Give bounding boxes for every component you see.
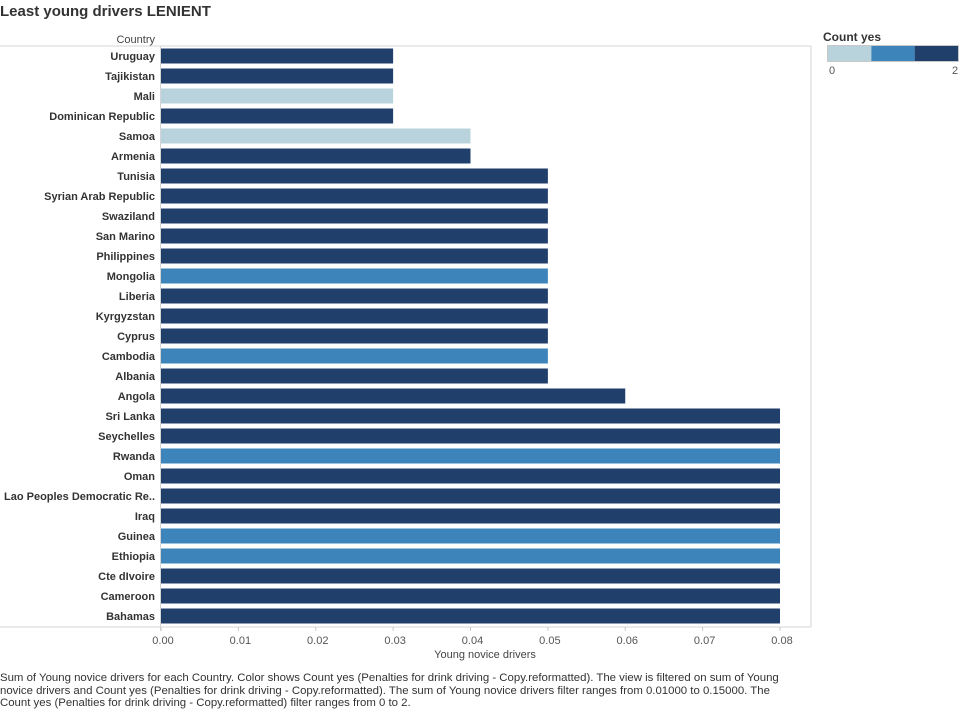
category-label: Bahamas	[106, 611, 155, 623]
category-label: Albania	[115, 371, 156, 383]
category-label: Armenia	[111, 151, 156, 163]
category-label: Cte dIvoire	[98, 571, 155, 583]
category-label: Philippines	[96, 251, 155, 263]
bar[interactable]	[161, 368, 548, 384]
bar[interactable]	[161, 268, 548, 284]
bar[interactable]	[161, 508, 780, 524]
bar[interactable]	[161, 68, 394, 84]
bar[interactable]	[161, 568, 780, 584]
legend-swatch[interactable]	[914, 46, 958, 61]
category-label: Lao Peoples Democratic Re..	[4, 491, 155, 503]
bar[interactable]	[161, 248, 548, 264]
category-label: San Marino	[96, 231, 156, 243]
bar[interactable]	[161, 208, 548, 224]
bar[interactable]	[161, 448, 780, 464]
category-label: Samoa	[119, 131, 156, 143]
category-label: Kyrgyzstan	[96, 311, 156, 323]
bar[interactable]	[161, 88, 394, 104]
x-tick-label: 0.02	[307, 635, 328, 647]
bar[interactable]	[161, 588, 780, 604]
category-label: Sri Lanka	[105, 411, 155, 423]
category-label: Uruguay	[110, 51, 156, 63]
category-label: Mongolia	[107, 271, 156, 283]
chart-caption: Sum of Young novice drivers for each Cou…	[0, 672, 779, 709]
bar[interactable]	[161, 328, 548, 344]
bar[interactable]	[161, 348, 548, 364]
category-label: Cameroon	[101, 591, 156, 603]
bar[interactable]	[161, 288, 548, 304]
bar[interactable]	[161, 148, 471, 164]
category-label: Iraq	[135, 511, 155, 523]
category-label: Oman	[124, 471, 155, 483]
chart-frame	[0, 45, 812, 631]
x-tick-label: 0.05	[539, 635, 560, 647]
category-label: Rwanda	[113, 451, 156, 463]
category-label: Angola	[118, 391, 156, 403]
bar[interactable]	[161, 308, 548, 324]
chart-title: Least young drivers LENIENT	[0, 3, 211, 20]
bar[interactable]	[161, 168, 548, 184]
bar[interactable]	[161, 548, 780, 564]
bar[interactable]	[161, 228, 548, 244]
legend-min-label: 0	[829, 65, 835, 77]
bar[interactable]	[161, 188, 548, 204]
bar[interactable]	[161, 528, 780, 544]
x-tick-label: 0.03	[384, 635, 405, 647]
category-label: Cyprus	[117, 331, 155, 343]
category-label: Mali	[134, 91, 155, 103]
bar[interactable]	[161, 608, 780, 624]
legend-swatch[interactable]	[871, 46, 915, 61]
category-label: Dominican Republic	[49, 111, 155, 123]
bar[interactable]	[161, 128, 471, 144]
x-tick-label: 0.04	[462, 635, 483, 647]
x-axis-title: Young novice drivers	[434, 649, 536, 661]
category-label: Tunisia	[117, 171, 156, 183]
category-label: Tajikistan	[105, 71, 155, 83]
category-label: Seychelles	[98, 431, 155, 443]
x-tick-label: 0.01	[230, 635, 251, 647]
category-label: Guinea	[118, 531, 156, 543]
x-tick-label: 0.07	[694, 635, 715, 647]
x-axis: 0.00 0.01 0.02 0.03 0.04 0.05 0.06 0.07 0.08	[152, 627, 793, 647]
x-tick-label: 0.08	[771, 635, 792, 647]
bar-rows: Uruguay Tajikistan Mali Dominican Republic S…	[4, 48, 780, 624]
category-label: Swaziland	[102, 211, 155, 223]
category-label: Syrian Arab Republic	[44, 191, 155, 203]
x-tick-label: 0.06	[617, 635, 638, 647]
bar[interactable]	[161, 488, 780, 504]
bar[interactable]	[161, 388, 626, 404]
bar[interactable]	[161, 428, 780, 444]
category-label: Cambodia	[102, 351, 156, 363]
bar[interactable]	[161, 48, 394, 64]
bar[interactable]	[161, 468, 780, 484]
bar[interactable]	[161, 408, 780, 424]
x-tick-label: 0.00	[152, 635, 173, 647]
legend-border	[827, 45, 959, 62]
bar[interactable]	[161, 108, 394, 124]
category-label: Liberia	[119, 291, 156, 303]
legend-swatch[interactable]	[828, 46, 872, 61]
legend-title: Count yes	[823, 30, 882, 44]
row-header: Country	[116, 34, 155, 46]
legend-max-label: 2	[952, 65, 958, 77]
bar-chart: Country Uruguay Tajikistan Mali Dominican R…	[0, 34, 959, 661]
category-label: Ethiopia	[112, 551, 156, 563]
